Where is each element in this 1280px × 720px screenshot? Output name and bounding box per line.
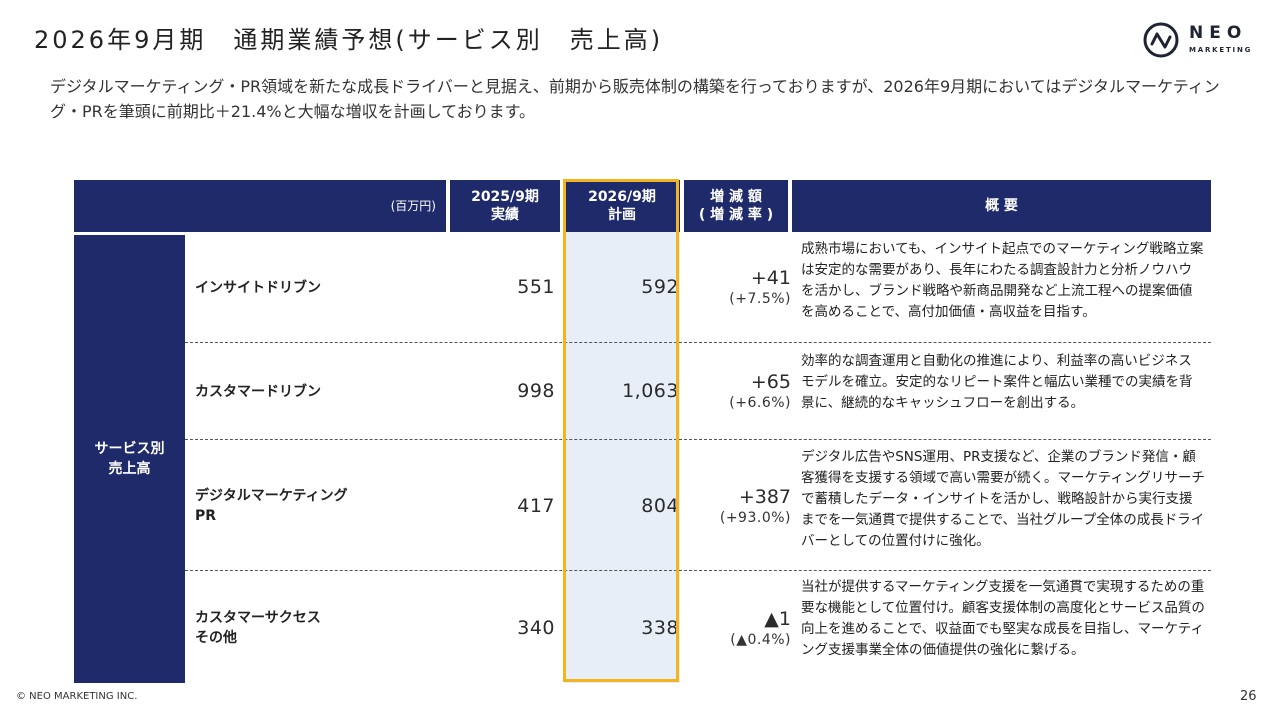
unit-label: (百万円) [390, 199, 436, 213]
header-plan: 2026/9期 計画 [564, 180, 680, 232]
row-divider [185, 342, 1211, 343]
header-delta-amount: 増 減 額 [710, 189, 762, 205]
header-plan-year: 2026/9期 [588, 189, 656, 205]
plan-value: 338 [641, 617, 679, 639]
table-row: インサイトドリブン 551 592 +41 (+7.5%) 成熟市場においても、… [185, 232, 1211, 342]
delta-cell: ▲1 (▲0.4%) [685, 608, 791, 650]
side-label-line1: サービス別 [94, 441, 165, 457]
sales-forecast-table: (百万円) 2025/9期 実績 2026/9期 計画 増 減 額 ( 増 減 率 )… [74, 179, 1211, 683]
summary-text: 当社が提供するマーケティング支援を一気通貫で実現するための重要な機能として位置付… [801, 579, 1205, 658]
logo-mark-icon [1143, 22, 1179, 58]
header-delta-rate: ( 増 減 率 ) [698, 207, 774, 223]
logo-subtitle: MARKETING [1189, 46, 1253, 54]
service-name: デジタルマーケティング PR [195, 488, 348, 524]
delta-rate: (+7.5%) [729, 291, 791, 307]
delta-amount: +387 [738, 486, 791, 508]
header-actual-label: 実績 [490, 207, 519, 223]
page-title: 2026年9月期 通期業績予想(サービス別 売上高) [34, 26, 664, 54]
delta-amount: +65 [750, 371, 791, 393]
summary-text: 成熟市場においても、インサイト起点でのマーケティング戦略立案は安定的な需要があり… [801, 241, 1204, 320]
delta-rate: (+6.6%) [729, 395, 791, 411]
plan-value: 1,063 [622, 380, 679, 402]
delta-cell: +41 (+7.5%) [685, 267, 791, 309]
header-actual: 2025/9期 実績 [450, 180, 560, 232]
delta-rate: (+93.0%) [719, 510, 791, 526]
service-name: カスタマーサクセス その他 [195, 610, 321, 646]
table-row: デジタルマーケティング PR 417 804 +387 (+93.0%) デジタル… [185, 439, 1211, 570]
actual-value: 340 [517, 617, 555, 639]
page-number: 26 [1240, 689, 1257, 704]
row-divider [185, 570, 1211, 571]
table-row: カスタマーサクセス その他 340 338 ▲1 (▲0.4%) 当社が提供するマ… [185, 570, 1211, 683]
header-unit: (百万円) [74, 180, 446, 232]
actual-value: 551 [517, 276, 555, 298]
header-summary-label: 概 要 [985, 198, 1018, 214]
side-label: サービス別 売上高 [74, 235, 185, 683]
header-summary: 概 要 [792, 180, 1211, 232]
table-row: カスタマードリブン 998 1,063 +65 (+6.6%) 効率的な調査運用… [185, 342, 1211, 439]
company-logo: NEO MARKETING [1143, 20, 1255, 60]
row-divider [185, 439, 1211, 440]
header-delta: 増 減 額 ( 増 減 率 ) [684, 180, 788, 232]
plan-column-highlight [564, 232, 680, 683]
delta-cell: +387 (+93.0%) [685, 486, 791, 528]
summary-text: 効率的な調査運用と自動化の推進により、利益率の高いビジネスモデルを確立。安定的な… [801, 353, 1193, 411]
actual-value: 417 [517, 495, 555, 517]
header-plan-label: 計画 [607, 207, 636, 223]
delta-rate: (▲0.4%) [730, 632, 791, 648]
service-name: インサイトドリブン [195, 280, 321, 296]
plan-column-frame [563, 179, 679, 682]
copyright: © NEO MARKETING INC. [16, 691, 138, 702]
delta-amount: ▲1 [764, 608, 791, 630]
service-name: カスタマードリブン [195, 384, 321, 400]
lead-paragraph: デジタルマーケティング・PR領域を新たな成長ドライバーと見据え、前期から販売体制… [50, 77, 1220, 121]
plan-value: 804 [641, 495, 679, 517]
side-label-line2: 売上高 [108, 461, 151, 477]
plan-value: 592 [641, 276, 679, 298]
logo-wordmark: NEO [1189, 23, 1248, 43]
summary-text: デジタル広告やSNS運用、PR支援など、企業のブランド発信・顧客獲得を支援する領… [801, 449, 1205, 549]
header-actual-year: 2025/9期 [471, 189, 539, 205]
delta-cell: +65 (+6.6%) [685, 371, 791, 413]
delta-amount: +41 [750, 267, 791, 289]
actual-value: 998 [517, 380, 555, 402]
